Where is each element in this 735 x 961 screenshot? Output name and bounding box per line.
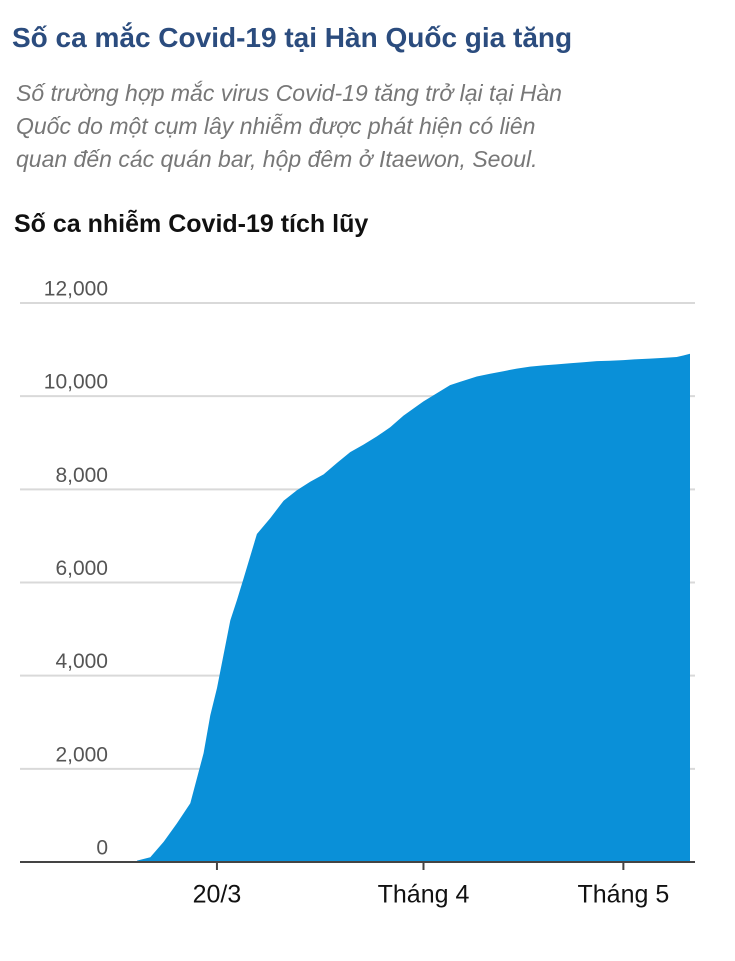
y-tick-label: 6,000 xyxy=(55,557,108,580)
title: Số ca mắc Covid-19 tại Hàn Quốc gia tăng xyxy=(12,22,573,53)
subtitle-line: Quốc do một cụm lây nhiễm được phát hiện… xyxy=(16,113,536,139)
subtitle-line: quan đến các quán bar, hộp đêm ở Itaewon… xyxy=(16,146,538,172)
area xyxy=(137,353,690,862)
y-tick-label: 10,000 xyxy=(44,371,108,394)
y-tick-label: 12,000 xyxy=(44,278,108,301)
y-tick-label: 4,000 xyxy=(55,650,108,673)
x-tick-label: Tháng 5 xyxy=(577,881,669,909)
x-tick-label: Tháng 4 xyxy=(378,881,470,909)
subtitle-line: Số trường hợp mắc virus Covid-19 tăng tr… xyxy=(16,80,562,106)
chart-title: Số ca nhiễm Covid-19 tích lũy xyxy=(14,210,369,238)
x-tick-label: 20/3 xyxy=(193,881,242,909)
y-tick-label: 8,000 xyxy=(55,464,108,487)
y-tick-label: 0 xyxy=(96,837,108,860)
y-tick-label: 2,000 xyxy=(55,743,108,766)
